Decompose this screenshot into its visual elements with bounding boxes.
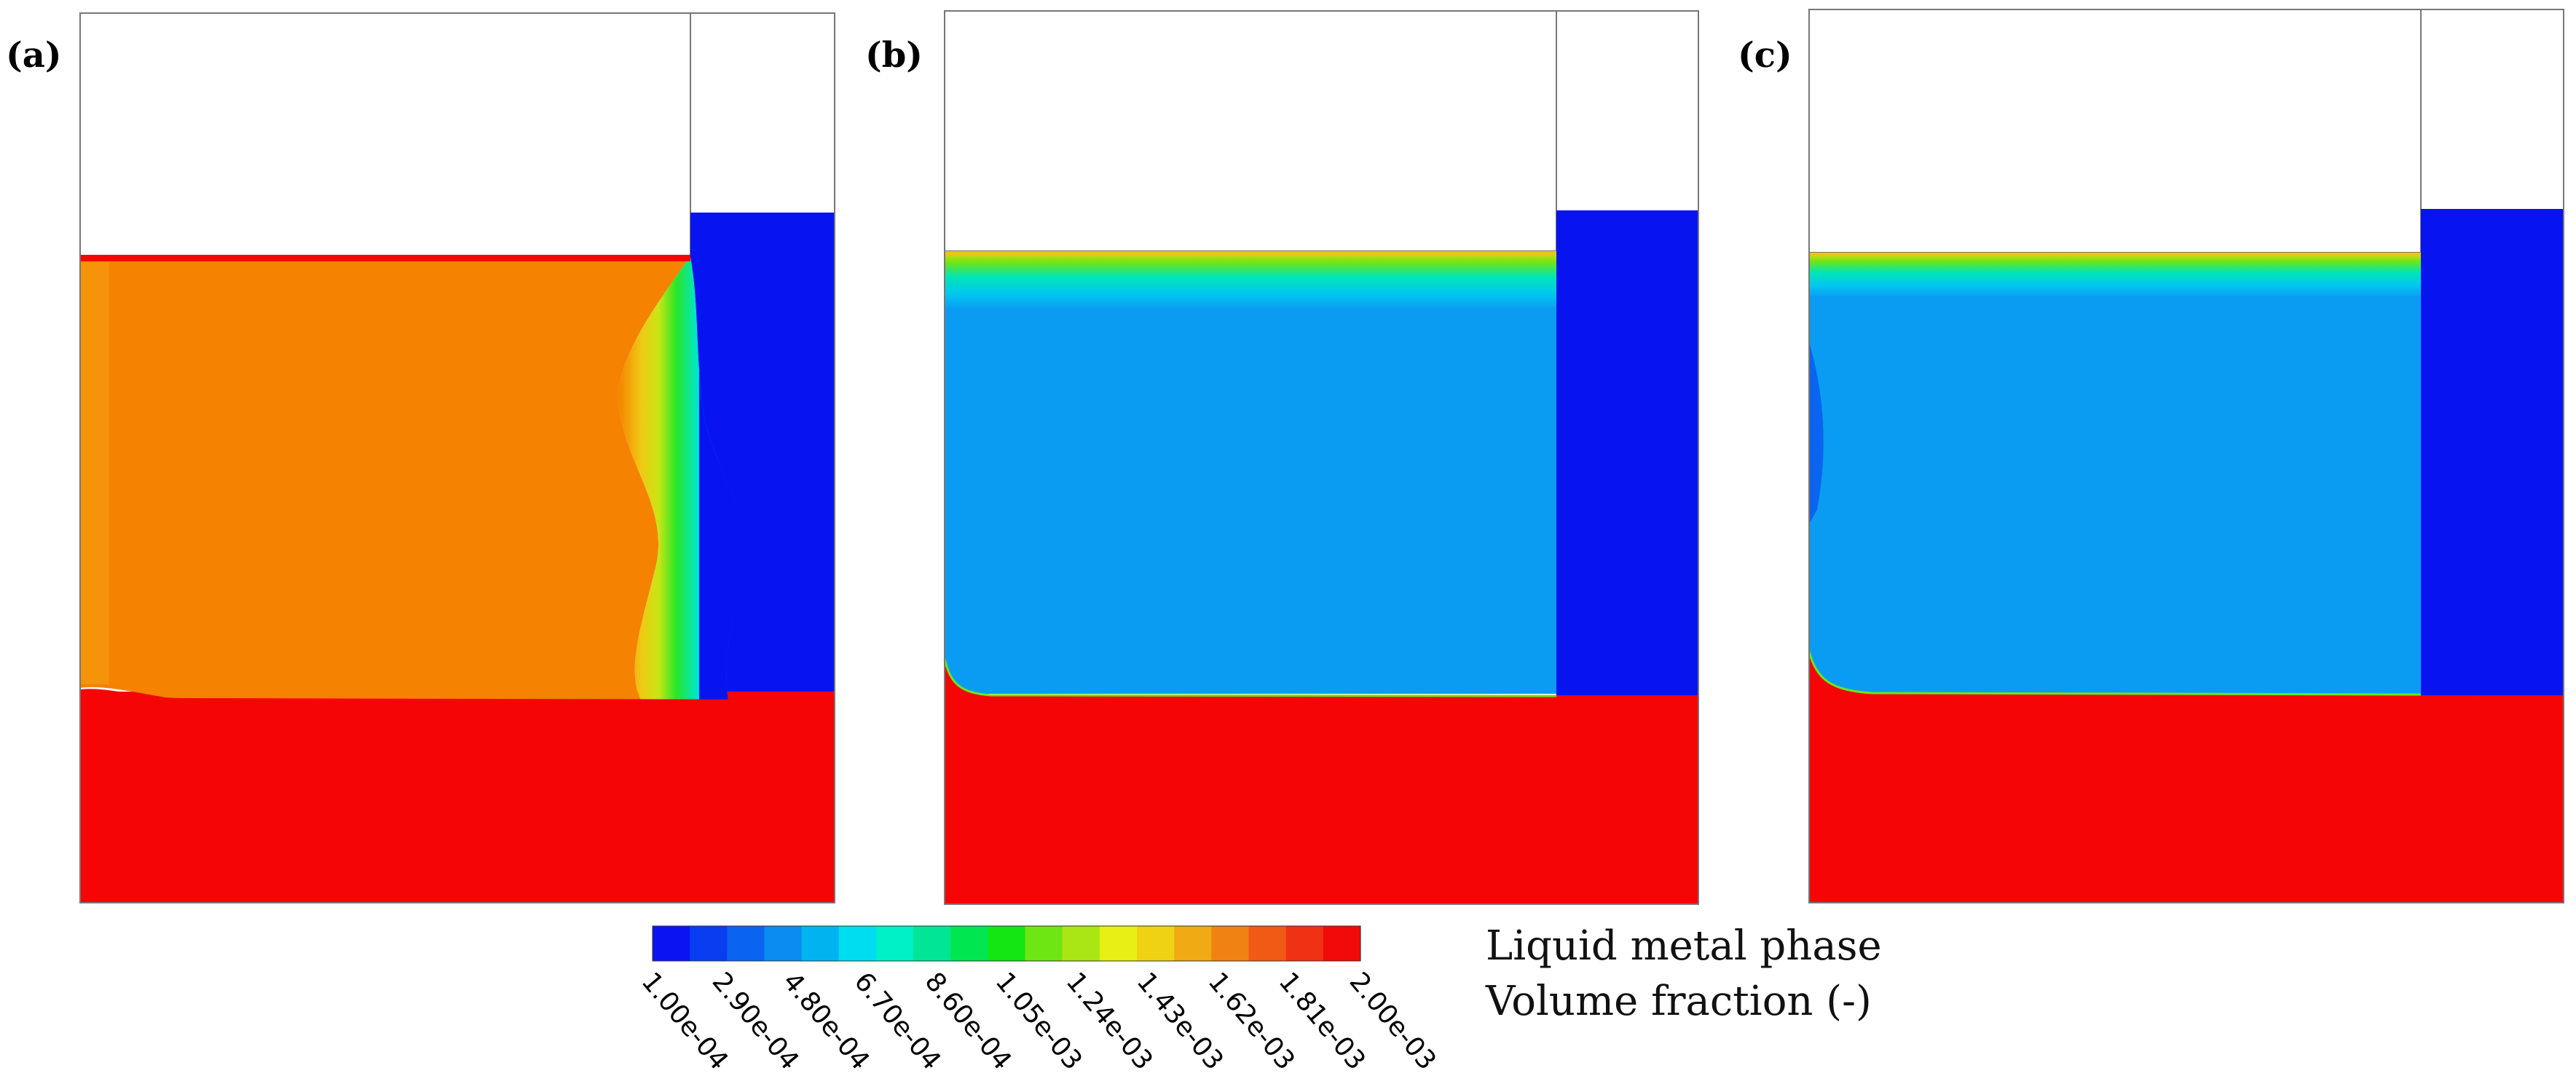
panel-c-top-gradient-band — [1809, 253, 2421, 296]
panel-b-top-yellow-stripe — [945, 251, 1556, 255]
panel-label-a: (a) — [6, 35, 62, 76]
panel-b-frame — [944, 10, 1699, 905]
colorbar-swatch — [1137, 926, 1175, 961]
panel-b-right-blue-block — [1556, 210, 1698, 697]
panel-a — [79, 12, 835, 903]
panel-c-frame — [1808, 9, 2564, 903]
colorbar-swatch — [1174, 926, 1212, 961]
colorbar-swatch — [764, 926, 803, 961]
colorbar-swatch — [1099, 926, 1138, 961]
colorbar-swatch — [1211, 926, 1250, 961]
panel-b-blue-fill — [945, 308, 1556, 694]
panel-a-bottom-red-region — [80, 692, 835, 903]
panel-b-upper-empty-region — [944, 10, 1557, 252]
colorbar-swatch — [1285, 926, 1324, 961]
panel-c-right-blue-block — [2421, 209, 2564, 697]
colorbar-border — [652, 925, 1361, 962]
colorbar-swatch — [1323, 926, 1361, 961]
legend-title-line1: Liquid metal phase — [1486, 922, 1882, 970]
panel-a-orange-fill — [80, 256, 690, 700]
panel-a-frame — [79, 12, 835, 903]
panel-label-b: (b) — [865, 35, 923, 76]
colorbar-swatch — [1248, 926, 1287, 961]
colorbar — [652, 925, 1361, 962]
panel-label-c: (c) — [1738, 35, 1792, 76]
colorbar-swatch — [988, 926, 1026, 961]
panel-c-upper-empty-region — [1808, 9, 2422, 253]
panel-a-bottom-interface — [79, 689, 835, 704]
panel-a-left-edge-strip — [80, 262, 109, 684]
panel-b-interface-line — [943, 658, 1557, 697]
panel-b-bottom-red-region — [945, 695, 1698, 904]
panel-b — [943, 10, 1699, 905]
panel-c-blue-fill — [1809, 296, 2421, 695]
colorbar-swatch — [690, 926, 728, 961]
panel-a-upper-empty-region — [79, 12, 691, 258]
panel-c-top-yellow-stripe — [1809, 253, 2421, 256]
panel-c-bottom-interface — [1809, 652, 2564, 705]
colorbar-swatch — [1025, 926, 1063, 961]
legend-title-line2: Volume fraction (-) — [1486, 977, 1872, 1025]
colorbar-swatch — [838, 926, 877, 961]
panel-c-interface-line — [1808, 651, 2422, 696]
panel-a-gradient-blue-edge — [690, 256, 745, 700]
panel-c — [1808, 9, 2564, 903]
colorbar-swatch — [653, 926, 690, 961]
colorbar-swatch — [875, 926, 914, 961]
panel-c-bottom-red-region — [1809, 695, 2564, 903]
panel-c-left-dark-patch — [1809, 342, 1824, 524]
panel-a-top-red-stripe — [80, 255, 690, 261]
colorbar-swatch — [913, 926, 951, 961]
panel-b-top-gradient-band — [945, 251, 1556, 308]
colorbar-swatch — [1062, 926, 1100, 961]
colorbar-swatch — [727, 926, 765, 961]
legend-title: Liquid metal phase Volume fraction (-) — [1486, 919, 1882, 1029]
panel-b-bottom-interface — [945, 659, 1698, 705]
colorbar-swatch — [950, 926, 989, 961]
colorbar-swatch — [801, 926, 840, 961]
